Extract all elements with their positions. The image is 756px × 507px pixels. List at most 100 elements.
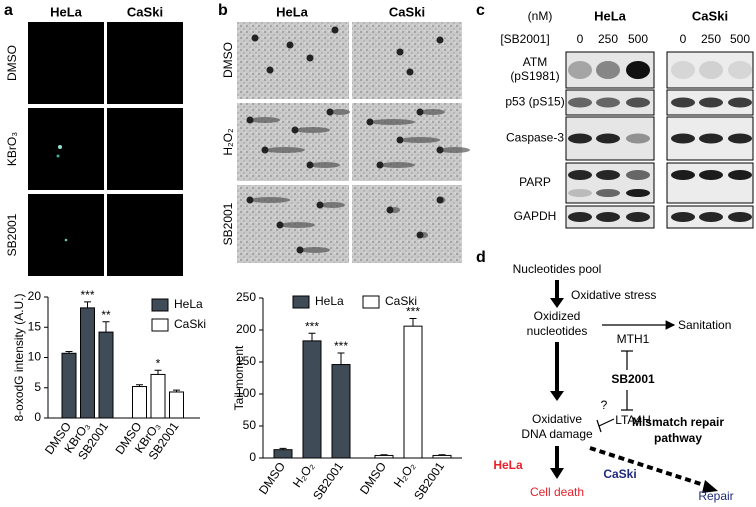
unit-label: (nM) — [528, 9, 553, 23]
column-header: HeLa — [276, 4, 309, 19]
blot-band — [596, 212, 620, 222]
error-bar — [337, 352, 345, 365]
blot-band — [671, 170, 695, 180]
x-tick-label: H₂O₂ — [290, 459, 317, 490]
bar — [273, 449, 293, 459]
comet-head — [261, 146, 269, 154]
legend-swatch — [292, 295, 310, 309]
bar — [150, 373, 166, 419]
blot-row-label: (pS1981) — [510, 69, 559, 83]
significance-label: *** — [80, 288, 94, 302]
blot-band — [596, 61, 620, 79]
comet-tail — [250, 117, 280, 123]
diagram-node: LTA4H — [615, 413, 651, 427]
blot-row-label: ATM — [523, 55, 547, 69]
dose-label: 0 — [680, 32, 687, 46]
diagram-note: HeLa — [493, 458, 523, 472]
blot-band — [596, 133, 620, 144]
comet-tail — [250, 197, 290, 203]
comet-head — [326, 108, 334, 116]
blot-band — [699, 170, 723, 180]
comet-tail — [280, 222, 315, 228]
comet-head — [291, 126, 299, 134]
y-tick-label: 50 — [243, 418, 257, 432]
blot-band — [596, 170, 620, 180]
error-bar — [308, 332, 316, 341]
diagram-note: CaSki — [603, 467, 636, 481]
bar — [169, 391, 184, 419]
blot-band — [626, 170, 650, 180]
western-blot: ATM(pS1981) p53 (pS15) Caspase-3 PARP GAPDH — [505, 51, 754, 229]
comet-tail — [310, 162, 340, 168]
y-axis-label: Tail moment — [232, 345, 246, 410]
blot-band — [626, 133, 650, 144]
diagram-node: SB2001 — [611, 372, 655, 386]
dose-label: 250 — [701, 32, 721, 46]
diagram-node: DNA damage — [521, 427, 593, 441]
panel-label: d — [476, 249, 486, 266]
comet-head — [396, 48, 404, 56]
y-tick-label: 250 — [236, 290, 256, 304]
blot-band — [699, 212, 723, 222]
comet-head — [331, 26, 339, 34]
blot-band — [626, 61, 650, 79]
legend-label: CaSki — [174, 317, 206, 331]
bar — [432, 454, 452, 459]
blot-band — [671, 133, 695, 144]
y-tick-label: 200 — [236, 322, 256, 336]
comet-tail — [295, 127, 330, 133]
comet-tail — [320, 202, 345, 208]
significance-label: *** — [334, 339, 348, 353]
blot-band — [671, 212, 695, 222]
legend-label: HeLa — [174, 297, 203, 311]
y-tick-label: 0 — [34, 410, 41, 424]
blot-band — [671, 97, 695, 108]
comet-tail — [440, 147, 470, 153]
pathway-diagram — [550, 280, 718, 493]
blot-row-label: p53 (pS15) — [505, 95, 564, 109]
diagram-node: Oxidized — [534, 309, 581, 323]
blot-band — [626, 97, 650, 108]
diagram-node: MTH1 — [617, 332, 650, 346]
y-axis-label: 8-oxodG intensity (A.U.) — [12, 293, 26, 421]
blot-band — [596, 189, 620, 197]
bar — [132, 386, 147, 419]
comet-head — [416, 231, 424, 239]
error-bar — [154, 369, 162, 375]
blot-strip — [666, 51, 754, 89]
row-label: H₂O₂ — [221, 128, 235, 156]
comet-images — [237, 22, 470, 263]
comet-head — [386, 206, 394, 214]
error-bar — [173, 389, 180, 392]
comet-head — [436, 196, 444, 204]
y-tick-label: 150 — [236, 354, 256, 368]
diagram-node: Nucleotides pool — [513, 262, 602, 276]
bar — [80, 307, 95, 419]
error-bar — [65, 350, 73, 354]
blot-band — [568, 61, 592, 79]
diagram-note: Oxidative stress — [571, 288, 656, 302]
y-tick-label: 20 — [28, 289, 42, 303]
blot-band — [568, 133, 592, 144]
bar — [61, 352, 77, 419]
comet-head — [436, 146, 444, 154]
legend-swatch — [362, 295, 380, 309]
comet-tail — [380, 162, 415, 168]
blot-band — [699, 97, 723, 108]
blot-row-label: GAPDH — [514, 209, 557, 223]
significance-label: * — [156, 356, 161, 370]
x-tick-label: SB2001 — [411, 459, 447, 502]
column-header: CaSki — [127, 4, 163, 19]
legend-label: CaSki — [385, 294, 417, 308]
bar — [331, 364, 351, 459]
comet-head — [251, 34, 259, 42]
comet-tail — [400, 137, 440, 143]
blot-band — [568, 170, 592, 180]
blot-band — [596, 97, 620, 108]
error-bar — [279, 447, 287, 450]
comet-head — [246, 116, 254, 124]
error-bar — [409, 317, 417, 327]
blot-strip — [666, 162, 754, 204]
significance-label: ** — [101, 308, 111, 322]
